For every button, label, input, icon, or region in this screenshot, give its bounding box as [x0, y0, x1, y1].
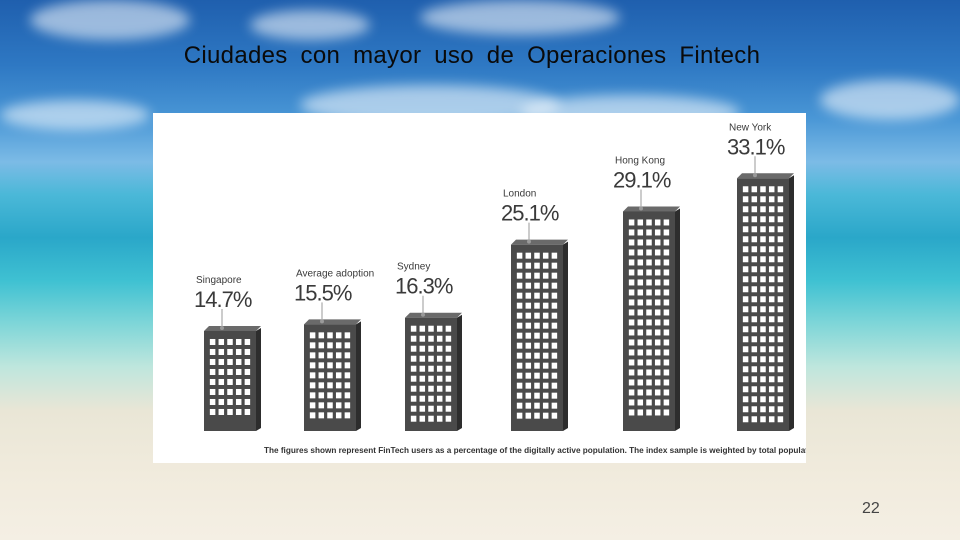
pin-dot-singapore	[220, 325, 224, 330]
pin-dot-london	[527, 239, 531, 244]
fintech-building-chart: 14.7%Singapore 15.5%Average adoption 16.3%…	[194, 122, 806, 455]
bar-top-london	[511, 239, 568, 245]
bar-side-average-adoption	[356, 321, 361, 431]
bar-side-sydney	[457, 314, 462, 431]
page-number: 22	[862, 500, 880, 517]
windows-new-york	[742, 186, 784, 423]
category-label-sydney: Sydney	[397, 262, 430, 273]
value-label-new-york: 33.1%	[727, 134, 785, 159]
windows-london	[516, 252, 558, 419]
pin-dot-average-adoption	[320, 319, 324, 324]
bar-side-new-york	[789, 175, 794, 431]
bar-side-hong-kong	[675, 208, 680, 431]
bar-top-hong-kong	[623, 206, 680, 212]
bar-new-york	[737, 178, 789, 431]
windows-sydney	[410, 325, 452, 422]
pin-dot-new-york	[753, 173, 757, 178]
category-label-singapore: Singapore	[196, 275, 242, 286]
pin-dot-hong-kong	[639, 206, 643, 211]
value-label-london: 25.1%	[501, 201, 559, 226]
windows-hong-kong	[628, 219, 670, 416]
windows-average-adoption	[309, 332, 351, 419]
bar-side-singapore	[256, 327, 261, 431]
bar-sydney	[405, 317, 457, 431]
bar-top-singapore	[204, 325, 261, 331]
category-label-average-adoption: Average adoption	[296, 268, 374, 279]
chart-panel: 14.7% Singapore 15.5% Average adoption 16.3%…	[153, 113, 806, 463]
value-label-average-adoption: 15.5%	[294, 280, 352, 305]
bar-top-new-york	[737, 173, 794, 179]
slide-title: Ciudades con mayor uso de Operaciones Fi…	[183, 42, 761, 69]
category-label-hong-kong: Hong Kong	[615, 155, 665, 166]
bar-top-average-adoption	[304, 319, 361, 325]
value-label-singapore: 14.7%	[194, 287, 252, 312]
chart-footnote: The figures shown represent FinTech user…	[264, 446, 806, 455]
category-label-new-york: New York	[729, 122, 772, 133]
bar-side-london	[563, 241, 568, 431]
value-label-hong-kong: 29.1%	[613, 167, 671, 192]
value-label-sydney: 16.3%	[395, 274, 453, 299]
pin-dot-sydney	[421, 312, 425, 317]
windows-singapore	[209, 338, 251, 415]
bar-top-sydney	[405, 312, 462, 318]
category-label-london: London	[503, 189, 536, 200]
